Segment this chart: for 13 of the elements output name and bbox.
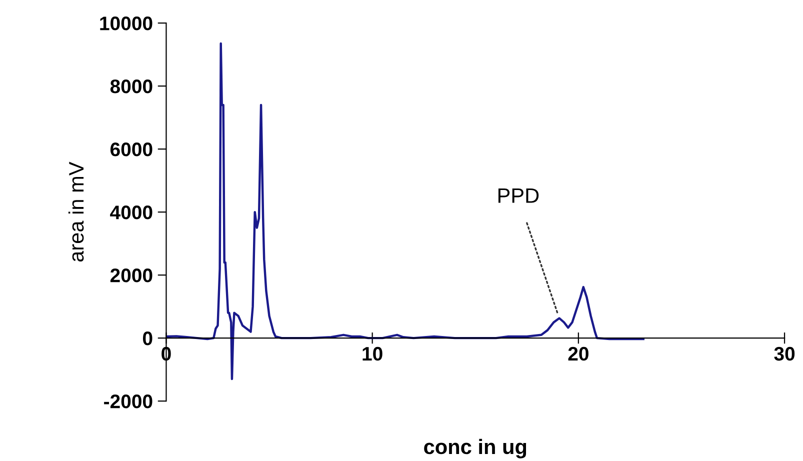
y-tick-label: 0 bbox=[142, 332, 152, 346]
y-axis-title: area in mV bbox=[68, 162, 84, 262]
y-tick-label: 6000 bbox=[110, 142, 152, 156]
x-tick-label: 20 bbox=[568, 346, 588, 361]
y-tick-label: 10000 bbox=[100, 16, 152, 30]
y-tick-label: 8000 bbox=[110, 80, 152, 94]
y-tick-label: -2000 bbox=[104, 394, 152, 408]
y-tick-label: 4000 bbox=[110, 206, 152, 220]
annotation: PPD bbox=[498, 188, 539, 203]
x-tick-label: 30 bbox=[774, 346, 795, 361]
x-tick-label: 10 bbox=[362, 346, 382, 361]
y-tick-label: 2000 bbox=[110, 268, 152, 282]
x-axis-title: conc in ug bbox=[424, 438, 526, 458]
